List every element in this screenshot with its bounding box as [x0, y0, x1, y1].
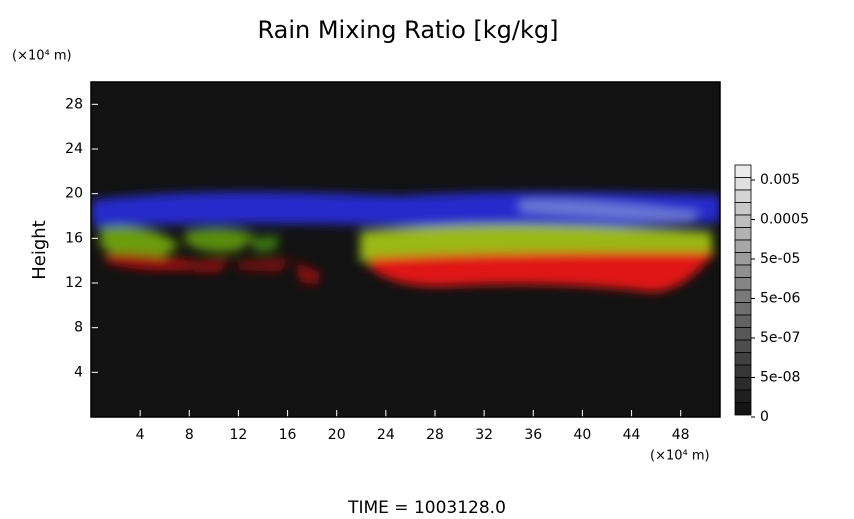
y-tick-label: 8	[74, 320, 83, 336]
x-tick-label: 4	[136, 427, 145, 443]
colorbar-cell	[734, 214, 752, 228]
colorbar-cell	[734, 302, 752, 316]
x-tick-label: 40	[573, 427, 591, 443]
colorbar-cell	[734, 402, 752, 416]
colorbar: 0 5e-08 5e-07 5e-06 5e-05 0.0005 0.005	[734, 164, 809, 425]
x-tick-label: 32	[475, 427, 493, 443]
footer: TIME = 1003128.0	[347, 498, 506, 518]
y-tick-label: 12	[65, 275, 83, 291]
colorbar-label: 0	[760, 409, 769, 425]
y-axis-label: Height	[29, 220, 50, 280]
y-tick-label: 28	[65, 96, 83, 112]
colorbar-cell	[734, 239, 752, 253]
colorbar-label: 5e-05	[760, 251, 800, 267]
x-tick-label: 24	[377, 427, 395, 443]
colorbar-label: 0.0005	[760, 212, 809, 228]
colorbar-label: 0.005	[760, 172, 800, 188]
x-unit: (×10⁴ m)	[650, 449, 710, 464]
colorbar-cell	[734, 227, 752, 241]
plot-frame	[90, 81, 721, 418]
x-tick-label: 48	[672, 427, 690, 443]
x-tick-label: 16	[279, 427, 297, 443]
colorbar-cell	[734, 389, 752, 403]
colorbar-cell	[734, 264, 752, 278]
colorbar-label: 5e-08	[760, 370, 800, 386]
y-tick-label: 24	[65, 141, 83, 157]
x-tick-label: 8	[185, 427, 194, 443]
colorbar-cell	[734, 377, 752, 391]
y-tick-label: 20	[65, 186, 83, 202]
colorbar-cell	[734, 289, 752, 303]
colorbar-cell	[734, 314, 752, 328]
colorbar-cell	[734, 327, 752, 341]
y-tick-label: 4	[74, 364, 83, 380]
colorbar-cell	[734, 339, 752, 353]
colorbar-cell	[734, 352, 752, 366]
colorbar-label: 5e-07	[760, 330, 800, 346]
chart-title: Rain Mixing Ratio [kg/kg]	[257, 16, 558, 44]
x-tick-label: 28	[426, 427, 444, 443]
x-tick-label: 44	[623, 427, 641, 443]
x-tick-label: 20	[328, 427, 346, 443]
x-tick-label: 36	[524, 427, 542, 443]
field	[91, 192, 720, 292]
colorbar-cell	[734, 364, 752, 378]
colorbar-cell	[734, 277, 752, 291]
x-tick-label: 12	[230, 427, 248, 443]
colorbar-cell	[734, 189, 752, 203]
colorbar-cell	[734, 252, 752, 266]
colorbar-cell	[734, 177, 752, 191]
y-tick-label: 16	[65, 230, 83, 246]
colorbar-cell	[734, 164, 752, 178]
y-unit: (×10⁴ m)	[12, 49, 72, 64]
colorbar-label: 5e-06	[760, 291, 800, 307]
colorbar-cell	[734, 202, 752, 216]
